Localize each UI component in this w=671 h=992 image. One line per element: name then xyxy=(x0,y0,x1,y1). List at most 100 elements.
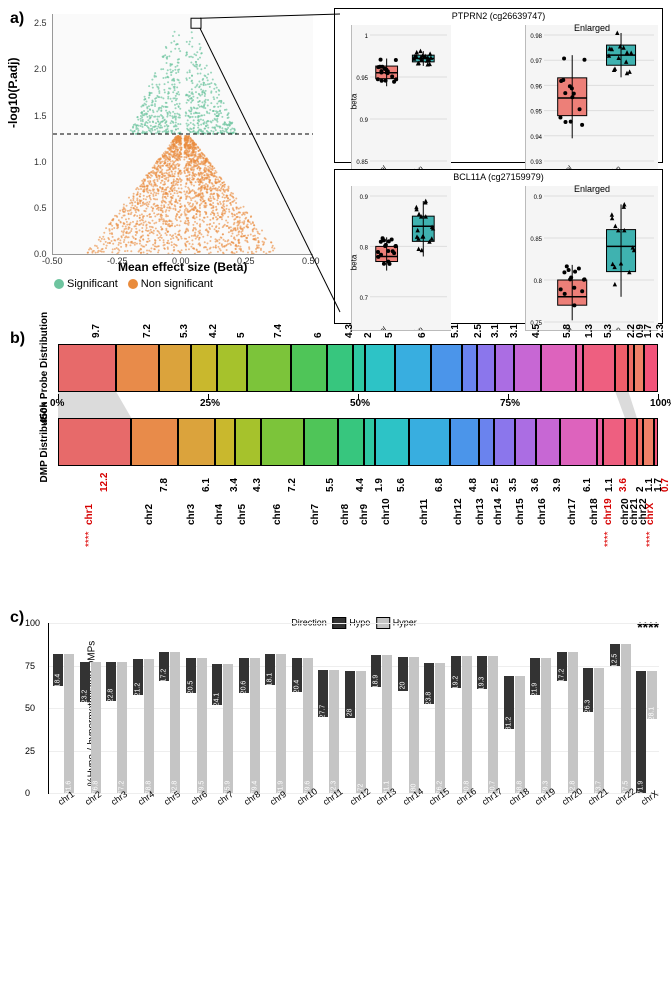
legend-sig-text: Significant xyxy=(67,278,118,290)
legend-nonsig-text: Non significant xyxy=(141,278,213,290)
bar-group-chr8: 20.679.4 xyxy=(239,658,261,793)
gene-title-0: PTPRN2 (cg26639747) xyxy=(452,11,546,21)
mini-svg: 0.930.940.950.960.970.98ControlCrohn xyxy=(526,25,658,169)
mini-plots-0: beta 0.850.90.951ControlCrohn Cohort Con… xyxy=(339,13,658,170)
svg-text:0.9: 0.9 xyxy=(534,195,543,201)
dist-seg-chr10 xyxy=(365,344,395,392)
svg-text:0.7: 0.7 xyxy=(360,296,369,302)
dist-bar-dmp: DMP Distribution 12.2chr1****7.8chr26.1c… xyxy=(58,418,658,466)
dist-seg-b-chr19 xyxy=(603,418,625,466)
bar-group-chr19: 21.979.3 xyxy=(530,658,552,793)
dist-seg-chr11 xyxy=(395,344,431,392)
svg-text:0.85: 0.85 xyxy=(530,237,542,243)
svg-text:0.9: 0.9 xyxy=(360,118,369,124)
dist-seg-chr5 xyxy=(217,344,247,392)
gene-panel-0: PTPRN2 (cg26639747) beta 0.850.90.951Con… xyxy=(334,8,663,163)
dist-seg-b-chr4 xyxy=(215,418,235,466)
panel-a: a) -log10(P.adj) Mean effect size (Beta)… xyxy=(8,8,663,318)
dist-seg-chr1 xyxy=(58,344,116,392)
svg-text:0.85: 0.85 xyxy=(356,160,368,166)
mini-svg: 0.750.80.850.9ControlCrohn xyxy=(526,186,658,330)
legend-nonsig: Non significant xyxy=(128,278,213,290)
svg-text:0.9: 0.9 xyxy=(360,195,369,201)
gene-panels: PTPRN2 (cg26639747) beta 0.850.90.951Con… xyxy=(334,8,663,318)
dist-seg-chr16 xyxy=(514,344,541,392)
volcano-svg xyxy=(53,14,313,254)
dist-seg-b-chr16 xyxy=(536,418,559,466)
bar-group-chr3: 22.877.2 xyxy=(106,662,128,793)
dist-seg-b-chr13 xyxy=(479,418,494,466)
mini-plot-small-1: beta 0.70.80.9ControlCrohn xyxy=(351,186,451,331)
dist-seg-b-chr9 xyxy=(364,418,375,466)
dist-seg-chr22 xyxy=(634,344,644,392)
bar-group-chr18: 31.268.8 xyxy=(504,676,526,793)
bar-stars: **** xyxy=(637,619,659,635)
bar-group-chrX: 71.928.1 xyxy=(636,671,658,793)
dot-icon xyxy=(128,279,138,289)
bar-group-chr2: 23.276.8 xyxy=(80,662,102,793)
svg-text:0.96: 0.96 xyxy=(530,84,542,90)
panel-c: c) %Hypo-/-hypermethylated DMPs Directio… xyxy=(8,623,663,853)
dist-seg-b-chr10 xyxy=(375,418,409,466)
dist-seg-chr20 xyxy=(615,344,628,392)
enlarged-label: Enlarged xyxy=(574,184,610,194)
bar-group-chr14: 2080 xyxy=(398,657,420,793)
dist-seg-b-chr5 xyxy=(235,418,261,466)
mini-plot-enlarged-1: Enlarged 0.750.80.850.9ControlCrohn xyxy=(525,186,658,331)
bar-group-chr5: 17.282.8 xyxy=(159,652,181,793)
svg-text:0.95: 0.95 xyxy=(356,76,368,82)
dot-icon xyxy=(54,279,64,289)
dist-seg-b-chr2 xyxy=(131,418,178,466)
svg-text:Crohn: Crohn xyxy=(405,326,425,330)
dist-seg-chr14 xyxy=(477,344,496,392)
bar-group-chr11: 27.772.3 xyxy=(318,670,340,793)
dist-seg-chr9 xyxy=(353,344,365,392)
svg-text:0.98: 0.98 xyxy=(530,34,542,40)
dist-seg-chr4 xyxy=(191,344,216,392)
bar-group-chr9: 18.181.9 xyxy=(265,654,287,793)
mini-svg: 0.70.80.9ControlCrohn xyxy=(352,186,451,330)
bar-group-chr15: 23.876.2 xyxy=(424,663,446,793)
dist-seg-chr2 xyxy=(116,344,159,392)
dist-seg-chr12 xyxy=(431,344,462,392)
bar-group-chr16: 19.280.8 xyxy=(451,656,473,793)
dist-seg-b-chr6 xyxy=(261,418,304,466)
enlarged-label: Enlarged xyxy=(574,23,610,33)
dist-wrap: 450k Probe Distribution 9.77.25.34.257.4… xyxy=(58,344,658,466)
mini-svg: 0.850.90.951ControlCrohn xyxy=(352,25,451,169)
dist-row-label-1: DMP Distribution xyxy=(39,402,50,483)
dist-seg-b-chr17 xyxy=(560,418,597,466)
bar-group-chr13: 18.981.1 xyxy=(371,655,393,793)
bar-chart: %Hypo-/-hypermethylated DMPs Direction H… xyxy=(48,623,659,794)
dist-seg-chr18 xyxy=(576,344,584,392)
dist-seg-b-chr11 xyxy=(409,418,450,466)
panel-c-label: c) xyxy=(10,609,24,627)
svg-text:1: 1 xyxy=(365,34,369,40)
dist-seg-b-chr14 xyxy=(494,418,515,466)
mini-plot-enlarged-0: Enlarged 0.930.940.950.960.970.98Control… xyxy=(525,25,658,170)
dist-seg-b-chr12 xyxy=(450,418,479,466)
volcano-y-label: -log10(P.adj) xyxy=(6,58,20,128)
svg-text:0.93: 0.93 xyxy=(530,160,542,166)
svg-text:0.95: 0.95 xyxy=(530,110,542,116)
volcano-wrap: -log10(P.adj) Mean effect size (Beta) Si… xyxy=(8,8,328,318)
gene-title-1: BCL11A (cg27159979) xyxy=(453,172,543,182)
dist-seg-chr17 xyxy=(541,344,576,392)
dist-seg-chrX xyxy=(644,344,658,392)
svg-text:0.8: 0.8 xyxy=(360,245,369,251)
dist-seg-b-chr20 xyxy=(625,418,637,466)
dist-seg-chr19 xyxy=(583,344,615,392)
dist-seg-chr8 xyxy=(327,344,353,392)
bar-group-chr6: 20.579.5 xyxy=(186,658,208,793)
dist-seg-b-chr7 xyxy=(304,418,337,466)
bar-group-chr12: 2872 xyxy=(345,671,367,793)
mini-plots-1: beta 0.70.80.9ControlCrohn Cohort Contro… xyxy=(339,174,658,331)
volcano-plot xyxy=(52,14,313,255)
dist-bar-450k: 450k Probe Distribution 9.77.25.34.257.4… xyxy=(58,344,658,392)
dist-seg-chr3 xyxy=(159,344,191,392)
dist-seg-chr7 xyxy=(291,344,327,392)
bar-group-chr1: 18.481.6 xyxy=(53,654,75,793)
dist-seg-b-chr8 xyxy=(338,418,364,466)
panel-b-label: b) xyxy=(10,330,25,348)
dist-seg-b-chr18 xyxy=(597,418,604,466)
